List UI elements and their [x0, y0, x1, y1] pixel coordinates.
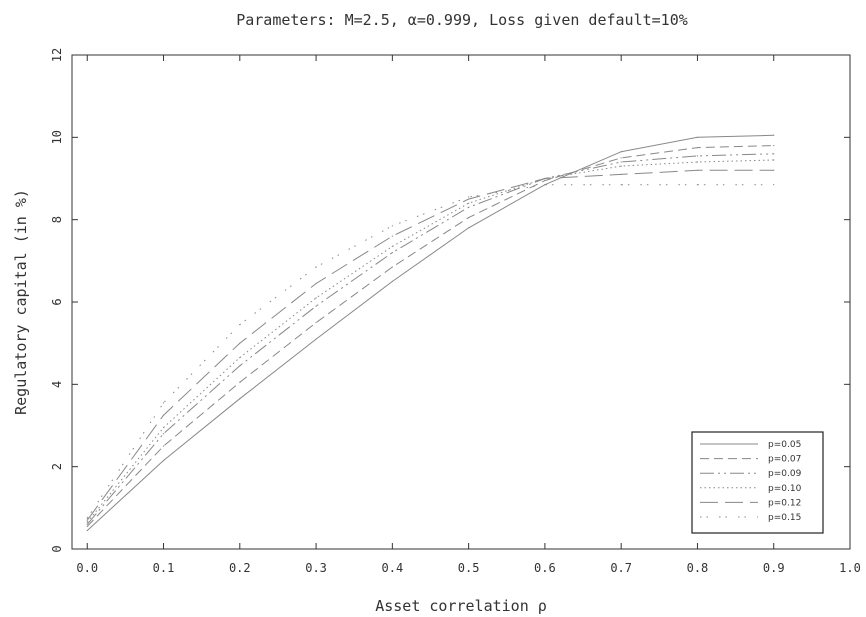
series-line-p=0.12: [86, 169, 774, 521]
data-point: [239, 342, 241, 344]
data-point: [315, 266, 317, 268]
series-line-p=0.05: [86, 134, 774, 531]
x-tick-label: 0.4: [382, 561, 404, 575]
data-point: [391, 235, 393, 237]
data-point: [468, 196, 470, 198]
x-axis: 0.0 0.1 0.2 0.3 0.4 0.5 0.6 0.7 0.8 0.9 1.0: [76, 55, 861, 575]
y-tick-label: 10: [50, 130, 64, 144]
data-point: [315, 282, 317, 285]
y-tick-label: 2: [50, 463, 64, 470]
x-tick-label: 0.0: [76, 561, 98, 575]
y-tick-label: 6: [50, 298, 64, 305]
series-line-p=0.10: [86, 159, 774, 523]
data-point: [86, 519, 88, 521]
legend-label: p=0.12: [768, 498, 801, 508]
data-point: [696, 155, 699, 157]
legend-label: p=0.10: [768, 484, 802, 494]
y-tick-label: 4: [50, 381, 64, 388]
chart-title: Parameters: M=2.5, α=0.999, Loss given d…: [236, 11, 688, 29]
y-tick-label: 0: [50, 545, 64, 552]
data-point: [773, 159, 775, 161]
x-tick-label: 0.1: [153, 561, 175, 575]
x-tick-label: 0.8: [687, 561, 709, 575]
data-point: [468, 227, 470, 229]
y-axis-label: Regulatory capital (in %): [12, 189, 30, 415]
legend-label: p=0.07: [768, 455, 801, 465]
data-point: [620, 173, 622, 175]
data-point: [86, 523, 88, 525]
series-line-p=0.07: [86, 145, 774, 527]
data-point: [773, 134, 775, 136]
legend-label: p=0.09: [768, 469, 802, 479]
data-point: [86, 521, 88, 523]
data-point: [391, 280, 393, 283]
data-point: [696, 136, 699, 138]
x-tick-label: 0.3: [305, 561, 327, 575]
x-tick-label: 0.2: [229, 561, 251, 575]
x-axis-label: Asset correlation ρ: [375, 597, 547, 615]
x-tick-label: 0.9: [763, 561, 785, 575]
data-point: [773, 144, 775, 147]
data-point: [696, 161, 699, 163]
data-point: [544, 177, 546, 180]
data-point: [162, 459, 165, 462]
series-line-p=0.09: [86, 153, 774, 525]
data-point: [239, 398, 241, 400]
data-point: [696, 184, 699, 186]
x-tick-label: 1.0: [839, 561, 861, 575]
legend-label: p=0.15: [768, 513, 801, 523]
data-point: [239, 356, 241, 359]
data-point: [391, 252, 393, 254]
data-point: [391, 225, 393, 227]
data-point: [544, 179, 546, 182]
data-point: [773, 184, 775, 186]
data-point: [239, 324, 241, 326]
series-lines: [86, 134, 775, 532]
data-point: [162, 414, 165, 416]
data-point: [315, 297, 317, 299]
data-point: [620, 151, 622, 153]
x-tick-label: 0.7: [610, 561, 632, 575]
data-point: [773, 169, 775, 171]
legend-label: p=0.05: [768, 440, 801, 450]
data-point: [468, 198, 470, 200]
data-point: [162, 433, 165, 435]
y-tick-label: 8: [50, 216, 64, 223]
data-point: [696, 169, 699, 171]
data-point: [315, 338, 317, 340]
data-point: [620, 161, 622, 163]
data-point: [544, 184, 546, 186]
data-point: [162, 445, 165, 447]
x-tick-label: 0.6: [534, 561, 556, 575]
legend: p=0.05 p=0.07 p=0.09 p=0.10 p=0.12 p=0.15: [691, 431, 824, 534]
data-point: [86, 517, 88, 519]
series-line-p=0.15: [86, 184, 774, 519]
data-point: [391, 266, 393, 268]
legend-box: [691, 431, 824, 534]
data-point: [86, 529, 88, 532]
data-point: [239, 365, 241, 367]
data-point: [773, 153, 775, 155]
data-point: [162, 402, 165, 404]
data-point: [315, 321, 317, 324]
data-point: [315, 305, 317, 307]
data-point: [468, 202, 470, 204]
data-point: [696, 147, 699, 149]
data-point: [620, 184, 622, 186]
y-axis: 0 2 4 6 8 10 12: [50, 48, 850, 553]
x-tick-label: 0.5: [458, 561, 480, 575]
data-point: [162, 426, 165, 429]
data-point: [86, 525, 88, 527]
data-point: [620, 157, 622, 159]
y-tick-label: 12: [50, 48, 64, 62]
data-point: [468, 206, 470, 208]
data-point: [620, 165, 622, 167]
data-point: [391, 245, 393, 248]
data-point: [468, 217, 470, 219]
data-point: [239, 381, 241, 383]
